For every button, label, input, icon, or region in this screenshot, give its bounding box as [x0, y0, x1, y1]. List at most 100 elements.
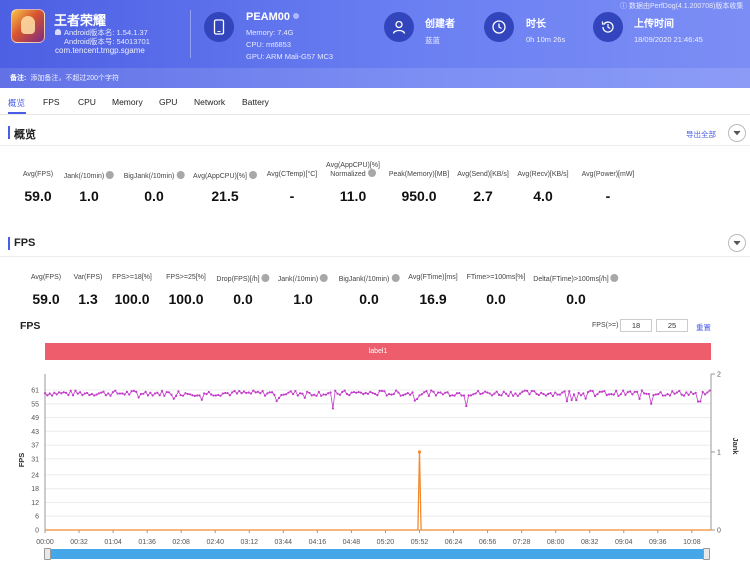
note-input[interactable]: 添加备注，不超过200个字符: [30, 75, 120, 82]
fps-point: [249, 392, 253, 395]
fps-point: [348, 393, 351, 397]
fps-point: [334, 389, 337, 392]
y-tick-label: 43: [31, 429, 39, 436]
fps-point: [615, 389, 618, 392]
fps-point: [329, 391, 332, 394]
fps-point: [551, 394, 555, 398]
fps-point: [116, 392, 119, 395]
fps-point: [603, 389, 606, 393]
tab-battery[interactable]: Battery: [242, 97, 269, 107]
fps-point: [582, 392, 585, 395]
fps-point: [179, 394, 182, 397]
fps-point: [282, 393, 285, 396]
fps-threshold-1-input[interactable]: [620, 319, 652, 332]
export-all-button[interactable]: 导出全部: [686, 130, 716, 139]
fps-point: [373, 392, 377, 395]
x-tick-label: 05:52: [411, 539, 429, 546]
fps-point: [352, 390, 356, 394]
reset-button[interactable]: 重置: [696, 323, 711, 332]
help-icon[interactable]: [367, 169, 376, 177]
fps-point: [198, 394, 201, 397]
fps-point: [48, 392, 51, 395]
range-handle-left[interactable]: [44, 548, 51, 560]
fps-point: [128, 393, 131, 396]
y-tick-label: 61: [31, 388, 39, 395]
fps-point: [235, 392, 239, 395]
fps-point: [109, 394, 112, 397]
info-icon[interactable]: [293, 13, 300, 19]
fps-point: [156, 391, 159, 394]
android-code: Android版本号: 54013701: [64, 37, 150, 46]
tab-cpu[interactable]: CPU: [78, 97, 96, 107]
fps-metric-label: BigJank(/10min): [339, 274, 400, 283]
fps-point: [294, 389, 297, 393]
fps-point: [692, 392, 695, 396]
upload-value: 18/09/2020 21:46:45: [634, 35, 703, 44]
fps-point: [671, 390, 674, 393]
fps-point: [448, 394, 452, 397]
fps-point: [296, 394, 299, 397]
fps-point: [369, 390, 372, 393]
overview-metric-value: 11.0: [339, 188, 367, 204]
tab-gpu[interactable]: GPU: [159, 97, 178, 107]
app-name: 王者荣耀: [54, 13, 107, 28]
fps-point: [687, 393, 690, 396]
y-tick-label: 49: [31, 415, 39, 422]
label-band[interactable]: label1: [45, 343, 711, 360]
tab-network[interactable]: Network: [194, 97, 226, 107]
fps-point: [467, 394, 470, 397]
collapse-overview-button[interactable]: [728, 124, 746, 142]
overview-metric-label: BigJank(/10min): [124, 171, 185, 180]
y-tick-label: 31: [31, 456, 39, 463]
fps-point: [432, 390, 435, 393]
fps-point: [324, 393, 327, 396]
note-bar[interactable]: 备注: 添加备注，不超过200个字符: [0, 68, 750, 88]
range-handle-right[interactable]: [703, 548, 710, 560]
fps-point: [425, 390, 428, 393]
fps-point: [689, 390, 693, 394]
fps-point: [706, 391, 709, 394]
help-icon[interactable]: [261, 274, 270, 282]
fps-point: [149, 391, 152, 394]
tab-overview[interactable]: 概览: [8, 98, 26, 108]
header-divider: [190, 10, 191, 58]
tab-fps[interactable]: FPS: [43, 97, 60, 107]
overview-metric-label: Avg(Recv)[KB/s]: [517, 171, 569, 178]
fps-point: [666, 393, 669, 396]
fps-point: [43, 392, 47, 395]
help-icon[interactable]: [176, 171, 185, 179]
help-icon[interactable]: [106, 171, 115, 179]
duration-value: 0h 10m 26s: [526, 35, 566, 44]
fps-threshold-2-input[interactable]: [656, 319, 688, 332]
overview-metric-value: -: [605, 188, 611, 204]
fps-point: [114, 389, 117, 392]
y2-tick-label: 1: [717, 450, 721, 457]
fps-point: [62, 391, 65, 394]
fps-point: [397, 391, 400, 394]
help-icon[interactable]: [248, 171, 257, 179]
help-icon[interactable]: [320, 274, 329, 282]
device-name: PEAM00: [246, 11, 291, 23]
fps-point: [228, 394, 232, 397]
fps-point: [214, 394, 217, 397]
help-icon[interactable]: [610, 274, 619, 282]
tab-memory[interactable]: Memory: [112, 97, 143, 107]
fps-metric-label: Delta(FTime)>100ms[/h]: [533, 274, 619, 283]
fps-point: [544, 394, 547, 397]
help-icon[interactable]: [391, 274, 400, 282]
x-tick-label: 06:56: [479, 539, 497, 546]
fps-point: [331, 407, 334, 410]
fps-point: [540, 391, 543, 394]
chart-range-slider[interactable]: [46, 549, 710, 559]
fps-point: [483, 390, 487, 393]
collapse-fps-button[interactable]: [728, 234, 746, 252]
fps-point: [703, 393, 707, 396]
overview-metric-value: -: [289, 188, 295, 204]
fps-point: [633, 390, 636, 393]
fps-point: [404, 393, 407, 396]
fps-metric-value: 100.0: [168, 291, 204, 307]
x-tick-label: 03:44: [275, 539, 293, 546]
fps-point: [600, 390, 604, 393]
fps-point: [568, 390, 571, 393]
